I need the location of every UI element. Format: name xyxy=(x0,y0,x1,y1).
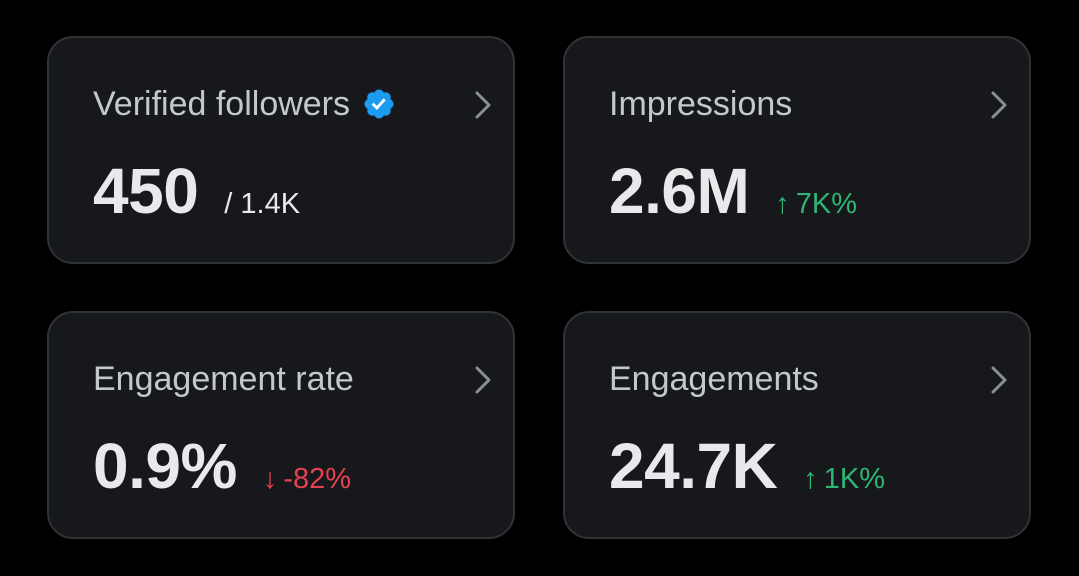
metric-value: 24.7K xyxy=(609,430,778,502)
metric-value: 450 xyxy=(93,155,199,227)
card-title-label: Impressions xyxy=(609,85,793,123)
card-title-engagement-rate: Engagement rate xyxy=(93,359,354,399)
metric-total: / 1.4K xyxy=(224,188,301,220)
verified-followers-card[interactable]: Verified followers 450 / 1.4K xyxy=(47,36,515,264)
engagement-rate-card[interactable]: Engagement rate 0.9% ↓ -82% xyxy=(47,311,515,539)
metric-value: 2.6M xyxy=(609,155,750,227)
chevron-right-icon[interactable] xyxy=(989,364,1009,396)
card-title-label: Engagements xyxy=(609,360,819,398)
delta-text: -82% xyxy=(283,463,352,495)
delta-text: 1K% xyxy=(823,463,886,495)
card-title-label: Verified followers xyxy=(93,85,351,123)
card-title-engagements: Engagements xyxy=(609,359,819,399)
metric-value-row: 2.6M ↑ 7K% xyxy=(609,156,857,226)
metric-value: 0.9% xyxy=(93,430,237,502)
metric-value-row: 0.9% ↓ -82% xyxy=(93,431,351,501)
metric-delta: ↑ 1K% xyxy=(803,463,885,496)
metric-value-row: 24.7K ↑ 1K% xyxy=(609,431,885,501)
card-title-verified-followers: Verified followers xyxy=(93,84,396,124)
arrow-down-icon: ↓ xyxy=(262,463,278,495)
card-title-label: Engagement rate xyxy=(93,360,354,398)
metric-delta: ↑ 7K% xyxy=(775,188,857,221)
card-title-impressions: Impressions xyxy=(609,84,792,124)
arrow-up-icon: ↑ xyxy=(803,463,818,495)
chevron-right-icon[interactable] xyxy=(473,364,493,396)
verified-badge-icon xyxy=(362,87,396,121)
metric-value-row: 450 / 1.4K xyxy=(93,156,300,226)
arrow-up-icon: ↑ xyxy=(775,188,790,220)
delta-text: 7K% xyxy=(795,188,858,220)
impressions-card[interactable]: Impressions 2.6M ↑ 7K% xyxy=(563,36,1031,264)
chevron-right-icon[interactable] xyxy=(989,89,1009,121)
metric-delta: ↓ -82% xyxy=(263,463,351,496)
engagements-card[interactable]: Engagements 24.7K ↑ 1K% xyxy=(563,311,1031,539)
chevron-right-icon[interactable] xyxy=(473,89,493,121)
